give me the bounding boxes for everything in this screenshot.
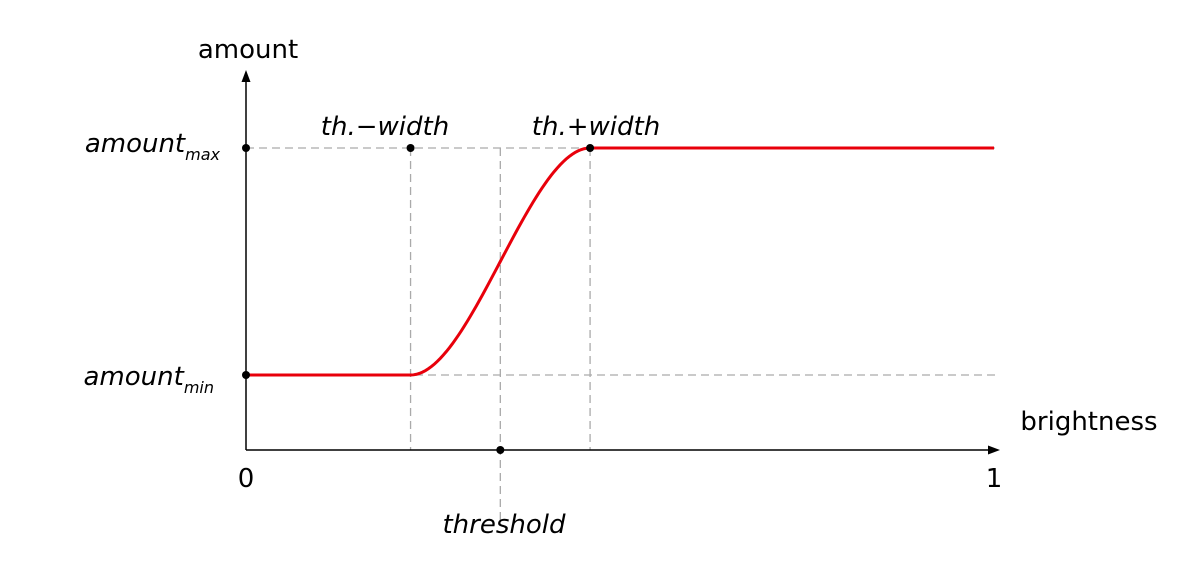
y-tick-label-max-sub: max <box>185 145 220 164</box>
y-min-dot <box>242 371 250 379</box>
threshold-dot <box>496 446 505 454</box>
y-axis-label: amount <box>198 35 298 65</box>
y-tick-label-min-sub: min <box>184 378 214 397</box>
y-tick-label-min: amountmin <box>84 362 215 397</box>
upper-edge-dot <box>586 144 595 152</box>
y-tick-label-min-base: amount <box>84 362 185 392</box>
y-max-dot <box>242 144 250 152</box>
x-tick-label-0: 0 <box>238 464 255 494</box>
y-tick-label-max-base: amount <box>85 129 186 159</box>
series-curve <box>246 146 994 377</box>
x-tick-label-1: 1 <box>986 464 1003 494</box>
y-axis-arrow-icon <box>241 70 251 82</box>
lower-edge-label: th.−width <box>321 112 449 142</box>
x-axis-label: brightness <box>1020 407 1157 437</box>
lower-edge-dot <box>406 144 415 152</box>
y-tick-label-max: amountmax <box>85 129 221 164</box>
threshold-label: threshold <box>442 510 566 540</box>
x-axis-arrow-icon <box>988 445 1000 455</box>
upper-edge-label: th.+width <box>532 112 660 142</box>
